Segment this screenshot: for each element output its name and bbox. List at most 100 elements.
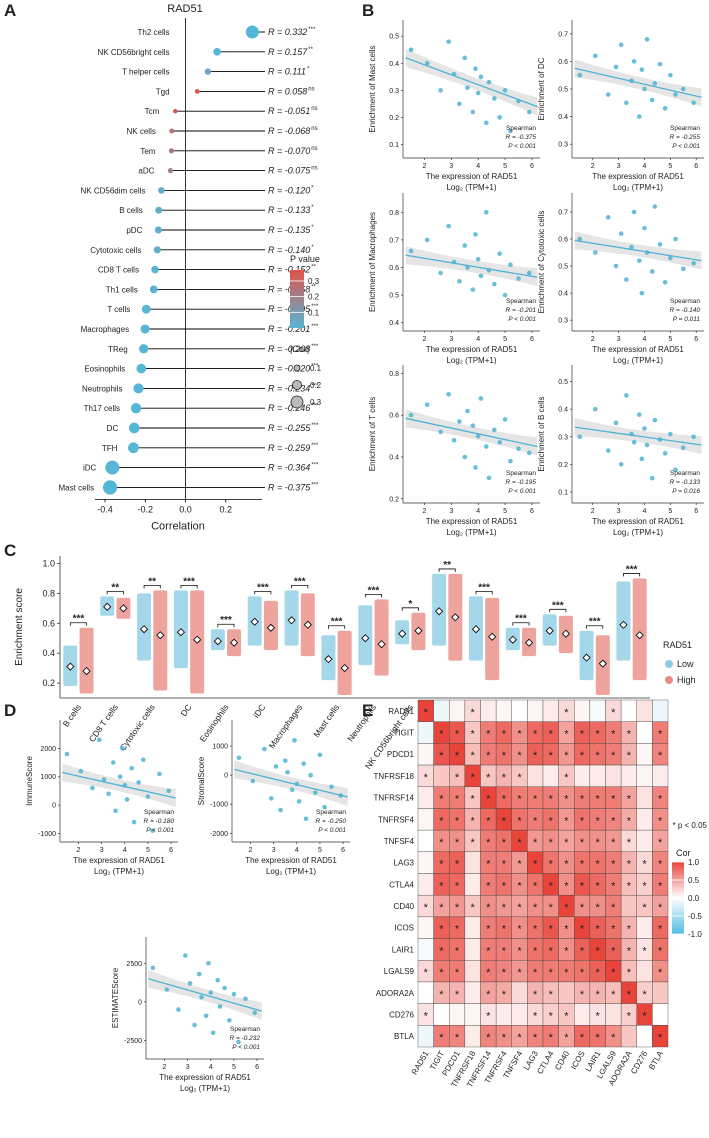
y-tick-label: 2000 (40, 746, 56, 753)
cell (449, 1003, 466, 1026)
point (639, 67, 645, 72)
significance-star: * (596, 880, 601, 892)
significance-star: * (439, 837, 444, 849)
significance: * (311, 245, 314, 251)
significance-star: * (642, 880, 647, 892)
cell (605, 764, 622, 787)
r-label: R = -0.120 (268, 185, 310, 195)
y-tick-label: 0.4 (558, 291, 568, 298)
point (153, 246, 161, 254)
point (217, 1004, 223, 1009)
significance-star: * (564, 880, 569, 892)
r-label: R = -0.234 (268, 383, 310, 393)
row-label: TIGIT (394, 729, 415, 738)
significance-star: * (611, 902, 616, 914)
significance-star: * (517, 859, 522, 871)
point (64, 751, 70, 757)
point (199, 994, 204, 1000)
significance-star: * (658, 880, 663, 892)
x-tick-label: 5 (503, 163, 507, 170)
point (457, 419, 462, 424)
column-label: CD40 (553, 1049, 571, 1072)
category-label: Macrophages (81, 325, 129, 334)
significance-star: * (627, 945, 632, 957)
y-axis-label: ESTIMATEScore (111, 967, 120, 1028)
point (140, 324, 150, 334)
significance-star: * (517, 967, 522, 979)
size-legend-title: |Cor| (290, 344, 309, 354)
x-tick-label: 6 (694, 336, 698, 343)
point (113, 808, 118, 814)
row-label: TNFRSF18 (374, 772, 415, 781)
trend-line (405, 57, 538, 108)
y-tick-label: 0.5 (389, 34, 399, 41)
point (438, 270, 443, 276)
legend-label: Low (677, 659, 694, 669)
point (424, 237, 430, 243)
significance-star: * (486, 815, 491, 827)
point (483, 444, 489, 449)
y-tick-label: 0.3 (389, 88, 399, 95)
y-tick-label: 0.7 (558, 31, 568, 38)
point (662, 451, 668, 456)
point (475, 256, 481, 262)
point (691, 434, 696, 440)
x-tick-label: 3 (617, 163, 621, 170)
significance-star: * (627, 750, 632, 762)
significance-star: * (486, 902, 491, 914)
significance-star: * (580, 989, 585, 1001)
significance-star: * (596, 815, 601, 827)
r-label: R = -0.246 (268, 403, 310, 413)
mean-marker (488, 632, 497, 641)
point (470, 287, 476, 292)
r-label: R = -0.195 (505, 479, 536, 486)
x-tick-label: 6 (255, 1064, 259, 1071)
significance-star: * (533, 729, 538, 741)
legend-label: High (677, 675, 696, 685)
cell (464, 960, 481, 983)
r-label: R = -0.051 (268, 106, 310, 116)
point (176, 1007, 181, 1012)
cell (417, 808, 434, 831)
significance-star: * (564, 1010, 569, 1022)
point (213, 47, 221, 56)
significance-star: * (580, 837, 585, 849)
point (508, 128, 513, 134)
point (465, 265, 470, 270)
significance-star: * (658, 729, 663, 741)
p-label: P < 0.001 (508, 316, 536, 323)
significance-star: * (455, 902, 460, 914)
y-tick-label: 0.4 (42, 648, 55, 658)
cell (495, 699, 512, 722)
point (486, 79, 492, 85)
size-legend-label: 0.2 (310, 381, 322, 390)
significance-star: * (486, 750, 491, 762)
point (236, 755, 242, 761)
point (250, 778, 256, 784)
significance-star: * (533, 1010, 538, 1022)
point (631, 209, 637, 215)
r-label: R = -0.201 (268, 324, 310, 334)
y-tick-label: 0.6 (558, 237, 568, 244)
value-range (374, 599, 389, 676)
point (680, 86, 686, 92)
significance-star: * (502, 967, 507, 979)
significance-star: * (486, 837, 491, 849)
panel-letter: E (362, 701, 373, 720)
point (639, 290, 645, 296)
cell (652, 981, 669, 1004)
mean-marker (324, 655, 333, 664)
significance-star: * (596, 794, 601, 806)
point (438, 429, 443, 435)
significance-star: * (517, 729, 522, 741)
point (151, 265, 159, 274)
y-tick-label: 0.2 (558, 462, 568, 469)
significance-star: * (580, 945, 585, 957)
significance-star: * (502, 924, 507, 936)
significance-star: * (549, 815, 554, 827)
stat-method: Spearman (670, 470, 700, 477)
point (136, 780, 141, 785)
significance-bracket (586, 625, 604, 629)
trend-line (234, 768, 348, 798)
p-label: P < 0.001 (508, 143, 536, 150)
